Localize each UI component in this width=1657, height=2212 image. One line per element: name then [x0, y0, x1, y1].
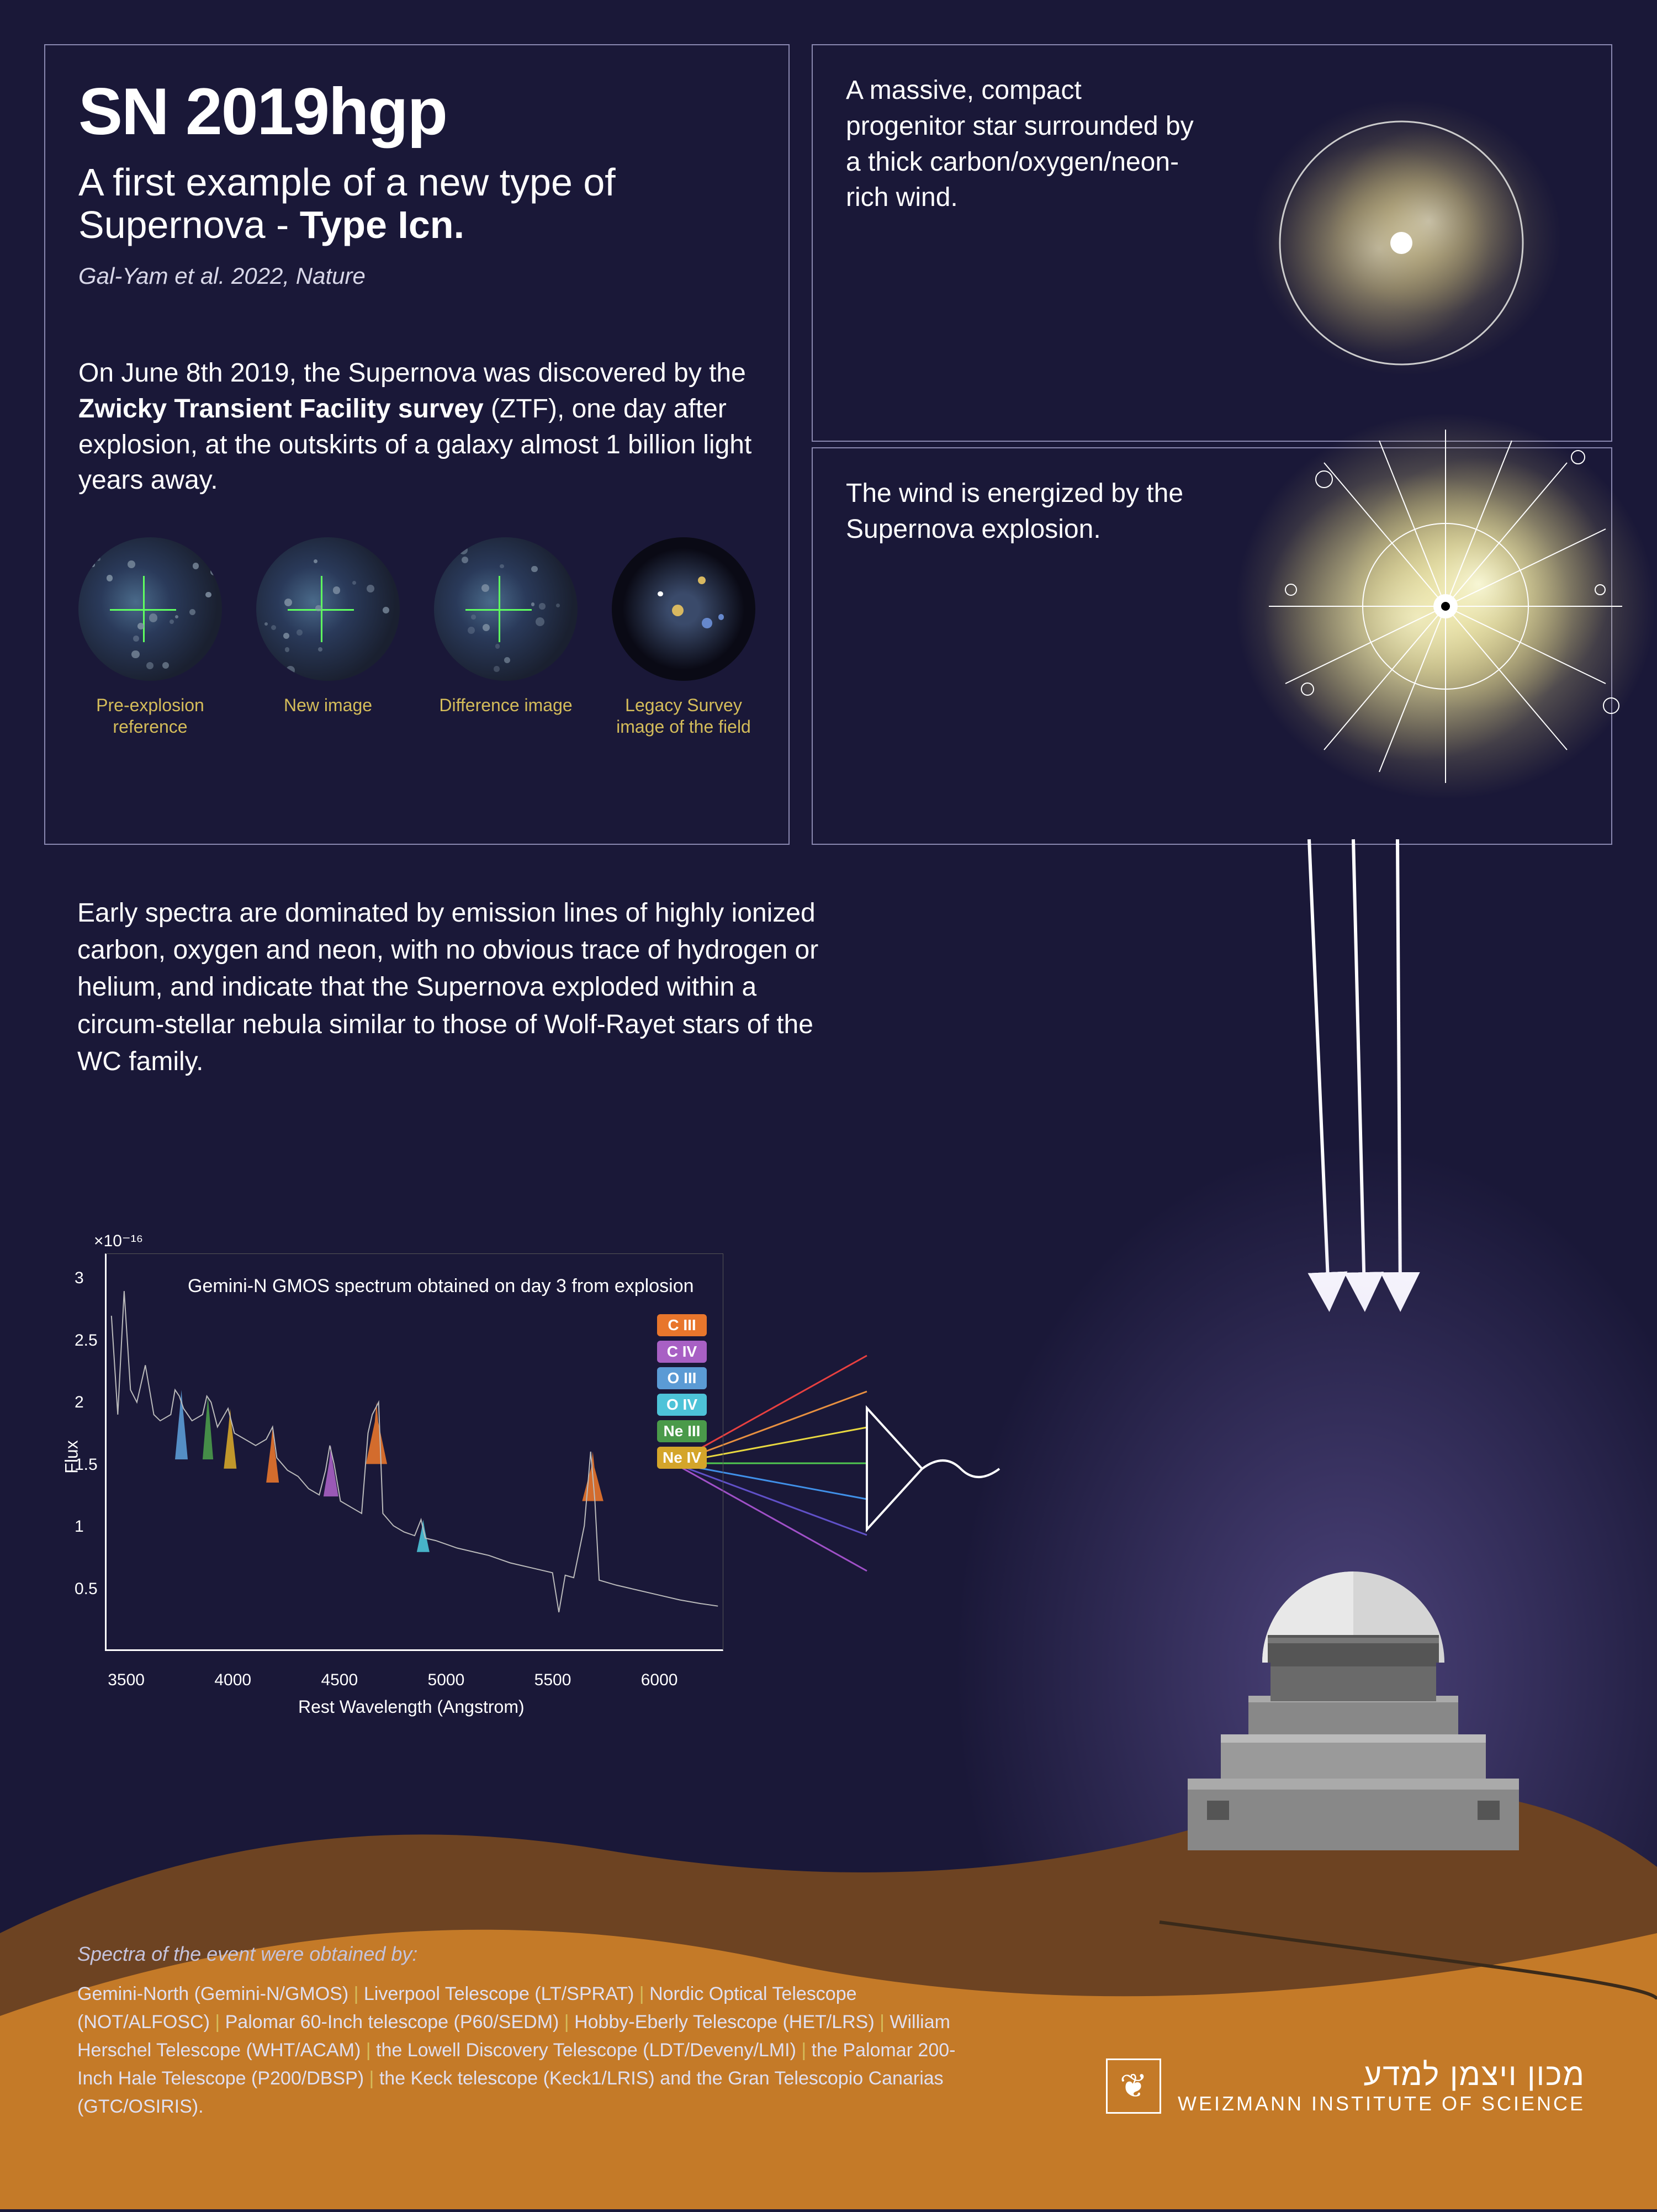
y-tick: 2	[75, 1393, 84, 1412]
thumbnail-label: Pre-explosion reference	[78, 695, 222, 737]
legend-item: O III	[657, 1367, 707, 1389]
legend-swatch: C IV	[657, 1341, 707, 1363]
thumbnail-label: New image	[256, 695, 400, 716]
legend-swatch: Ne IV	[657, 1447, 707, 1469]
explosion-panel: The wind is energized by the Supernova e…	[812, 447, 1612, 845]
x-tick: 5500	[534, 1671, 571, 1690]
discovery-bold: Zwicky Transient Facility survey	[78, 394, 484, 424]
x-tick: 6000	[641, 1671, 678, 1690]
thumbnail-label: Difference image	[434, 695, 578, 716]
explosion-graphic	[1225, 385, 1657, 827]
thumbnail-image	[612, 537, 755, 681]
spectra-paragraph: Early spectra are dominated by emission …	[77, 895, 850, 1080]
credits-header: Spectra of the event were obtained by:	[77, 1939, 961, 1969]
chart-axes	[105, 1253, 723, 1651]
thumbnail-image	[256, 537, 400, 681]
thumbnail-row: Pre-explosion reference New image Differen…	[78, 537, 755, 737]
institution-logo: ❦ מכון ויצמן למדע WEIZMANN INSTITUTE OF …	[1106, 2056, 1585, 2115]
x-axis-label: Rest Wavelength (Angstrom)	[298, 1697, 525, 1717]
legend-item: Ne III	[657, 1420, 707, 1442]
citation-authors: Gal-Yam et al. 2022,	[78, 263, 296, 289]
legend-swatch: O III	[657, 1367, 707, 1389]
logo-hebrew: מכון ויצמן למדע	[1364, 2056, 1585, 2092]
y-tick: 3	[75, 1269, 84, 1288]
progenitor-graphic	[1236, 77, 1567, 409]
legend-swatch: Ne III	[657, 1420, 707, 1442]
legend-item: C IV	[657, 1341, 707, 1363]
x-tick: 4500	[321, 1671, 358, 1690]
chart-legend: C III C IV O III O IV Ne III Ne IV	[657, 1314, 707, 1473]
progenitor-text: A massive, compact progenitor star surro…	[846, 73, 1197, 216]
y-tick: 2.5	[75, 1331, 98, 1350]
y-tick: 1.5	[75, 1456, 98, 1474]
logo-icon: ❦	[1106, 2058, 1161, 2114]
legend-item: O IV	[657, 1394, 707, 1416]
legend-swatch: C III	[657, 1314, 707, 1336]
citation: Gal-Yam et al. 2022, Nature	[78, 263, 755, 289]
thumbnail: Legacy Survey image of the field	[612, 537, 755, 737]
credits-body: Gemini-North (Gemini-N/GMOS) | Liverpool…	[77, 1980, 961, 2121]
spectrum-chart: ×10⁻¹⁶ Gemini-N GMOS spectrum obtained o…	[50, 1226, 740, 1723]
thumbnail: Pre-explosion reference	[78, 537, 222, 737]
header-panel: SN 2019hgp A first example of a new type…	[44, 44, 790, 845]
observatory-graphic	[1160, 1491, 1547, 1878]
explosion-text: The wind is energized by the Supernova e…	[846, 476, 1197, 548]
y-exponent: ×10⁻¹⁶	[94, 1231, 143, 1251]
discovery-pre: On June 8th 2019, the Supernova was disc…	[78, 358, 746, 388]
legend-item: C III	[657, 1314, 707, 1336]
legend-item: Ne IV	[657, 1447, 707, 1469]
x-tick: 4000	[214, 1671, 251, 1690]
progenitor-panel: A massive, compact progenitor star surro…	[812, 44, 1612, 442]
subtitle-bold: Type Icn.	[300, 203, 464, 246]
thumbnail-label: Legacy Survey image of the field	[612, 695, 755, 737]
logo-english: WEIZMANN INSTITUTE OF SCIENCE	[1178, 2092, 1585, 2115]
thumbnail: Difference image	[434, 537, 578, 737]
x-tick: 5000	[428, 1671, 465, 1690]
citation-journal: Nature	[296, 263, 366, 289]
y-tick: 1	[75, 1517, 84, 1536]
y-tick: 0.5	[75, 1580, 98, 1599]
credits: Spectra of the event were obtained by: G…	[77, 1939, 961, 2121]
legend-swatch: O IV	[657, 1394, 707, 1416]
thumbnail-image	[78, 537, 222, 681]
discovery-text: On June 8th 2019, the Supernova was disc…	[78, 356, 755, 499]
chart-title: Gemini-N GMOS spectrum obtained on day 3…	[188, 1276, 694, 1297]
spectra-description: Early spectra are dominated by emission …	[77, 895, 850, 1080]
arrows-to-telescope	[1243, 828, 1464, 1325]
subtitle: A first example of a new type of Superno…	[78, 161, 755, 246]
thumbnail-image	[434, 537, 578, 681]
x-tick: 3500	[108, 1671, 145, 1690]
title: SN 2019hgp	[78, 78, 755, 145]
thumbnail: New image	[256, 537, 400, 737]
